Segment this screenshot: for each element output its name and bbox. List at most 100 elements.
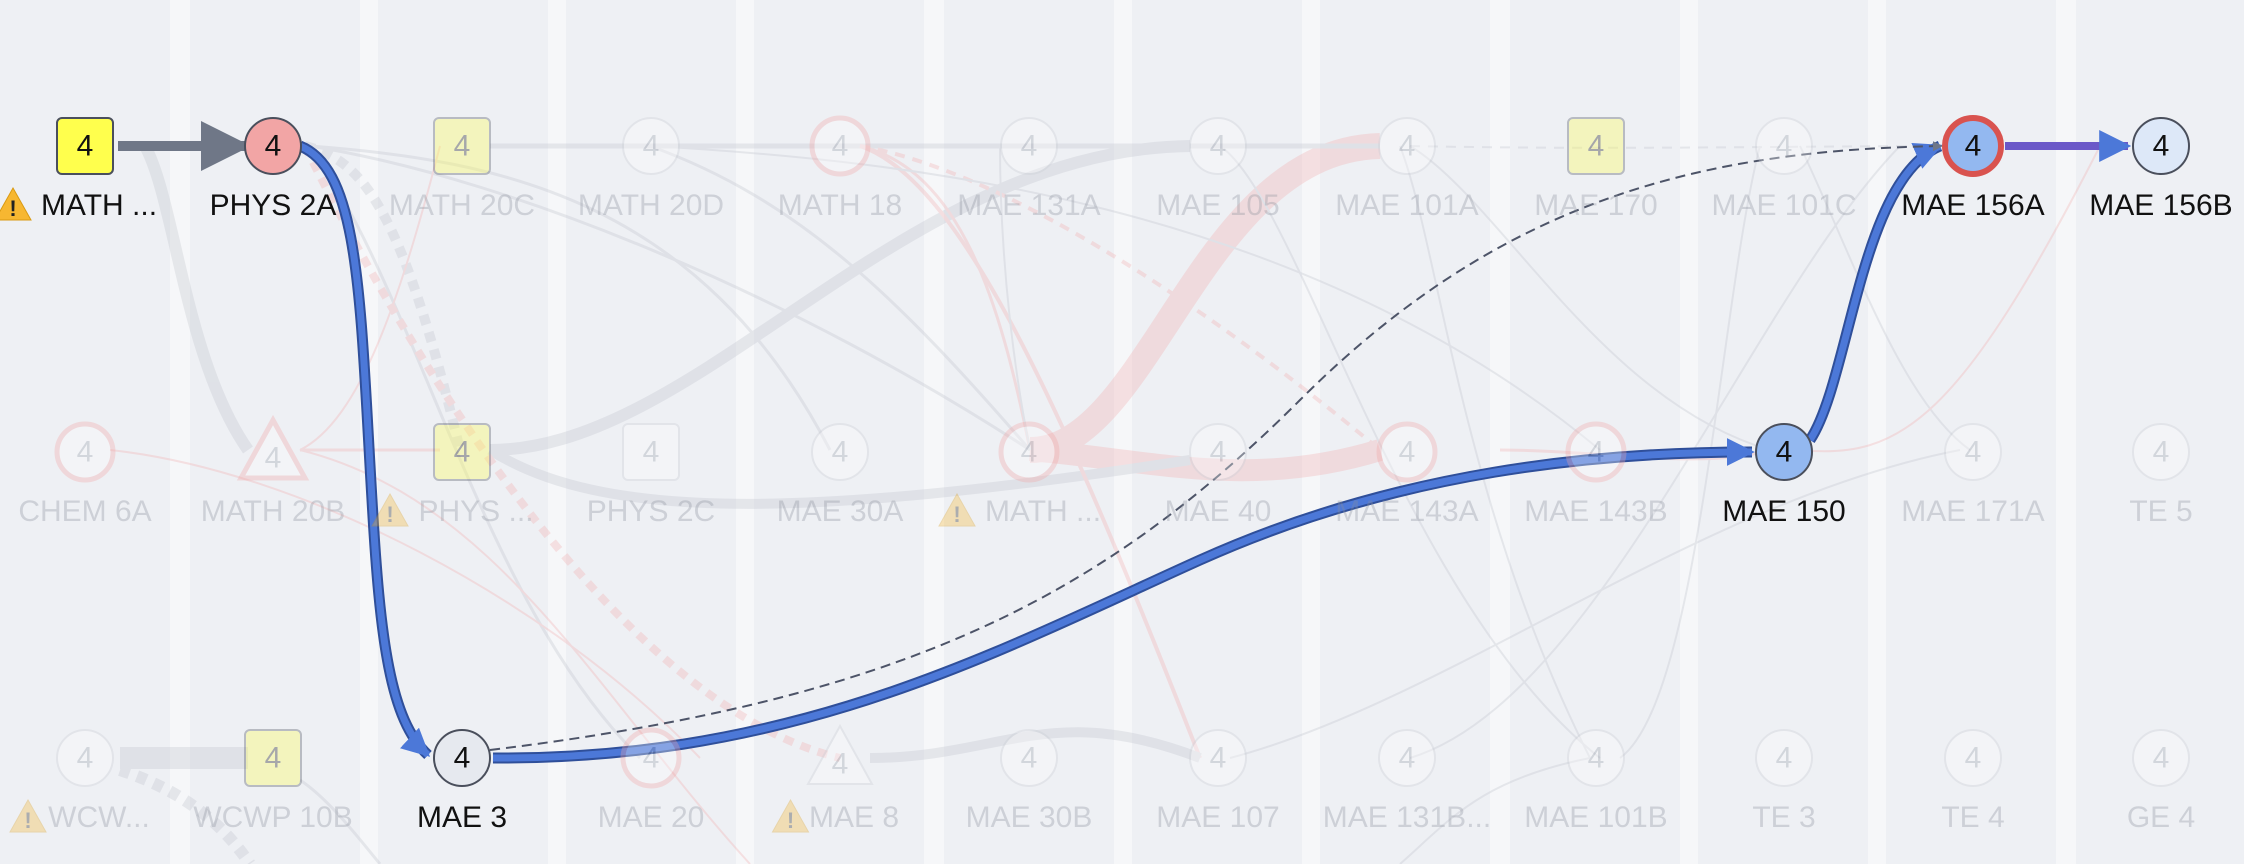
course-node-mae40[interactable]: 4 MAE 40 — [1165, 423, 1272, 528]
node-circle-shape — [1944, 423, 2002, 481]
warning-icon: ! — [371, 492, 409, 527]
course-node-mae107[interactable]: 4 MAE 107 — [1156, 729, 1280, 834]
course-node-math20e[interactable]: 4 MATH ...! — [938, 421, 1101, 528]
node-square-shape — [56, 117, 114, 175]
node-units: 4 — [1399, 742, 1416, 775]
course-node-mae105[interactable]: 4 MAE 105 — [1156, 117, 1280, 222]
course-node-mae20[interactable]: 4 MAE 20 — [598, 727, 705, 834]
node-label: TE 3 — [1752, 801, 1815, 834]
node-label: PHYS 2A — [210, 189, 337, 222]
node-circle-shape — [1944, 729, 2002, 787]
node-units: 4 — [1776, 742, 1793, 775]
course-node-mae156b[interactable]: 4 MAE 156B — [2089, 117, 2233, 222]
course-node-chem6a[interactable]: 4 CHEM 6A — [18, 421, 152, 528]
node-units: 4 — [1965, 436, 1982, 469]
course-node-phys2a[interactable]: 4 PHYS 2A — [210, 117, 337, 222]
course-node-wcwp10a[interactable]: 4 WCW...! — [9, 729, 150, 834]
course-node-te3[interactable]: 4 TE 3 — [1752, 729, 1816, 834]
svg-text:!: ! — [386, 502, 393, 527]
node-units: 4 — [1588, 742, 1605, 775]
node-label: MAE 30B — [966, 801, 1093, 834]
node-label: MAE 105 — [1156, 189, 1279, 222]
course-node-mae30a[interactable]: 4 MAE 30A — [777, 423, 904, 528]
course-node-math20c[interactable]: 4 MATH 20C — [389, 117, 535, 222]
node-units: 4 — [1776, 436, 1793, 469]
node-units: 4 — [77, 436, 94, 469]
node-units: 4 — [265, 130, 282, 163]
course-node-mae156a[interactable]: 4 MAE 156A — [1901, 115, 2045, 222]
node-label: PHYS ... — [418, 495, 533, 528]
course-node-mae143b[interactable]: 4 MAE 143B — [1524, 421, 1668, 528]
node-circle-shape — [1378, 117, 1436, 175]
course-node-mae101b[interactable]: 4 MAE 101B — [1524, 729, 1668, 834]
node-square-shape — [433, 117, 491, 175]
course-node-mae131a[interactable]: 4 MAE 131A — [957, 117, 1101, 222]
node-circle-shape — [54, 421, 116, 483]
node-units: 4 — [1965, 130, 1982, 163]
node-label: MAE 150 — [1722, 495, 1845, 528]
node-label: MATH ... — [41, 189, 157, 222]
node-square-shape — [244, 729, 302, 787]
course-node-math20d[interactable]: 4 MATH 20D — [578, 117, 724, 222]
course-node-wcwp10b[interactable]: 4 WCWP 10B — [193, 729, 353, 834]
node-label: MAE 101C — [1711, 189, 1856, 222]
svg-text:!: ! — [953, 502, 960, 527]
node-label: MAE 20 — [598, 801, 705, 834]
node-circle-shape — [622, 117, 680, 175]
course-node-ge4[interactable]: 4 GE 4 — [2127, 729, 2195, 834]
node-units: 4 — [643, 436, 660, 469]
node-circle-shape — [1189, 729, 1247, 787]
node-label: MAE 8 — [809, 801, 899, 834]
course-node-mae101c[interactable]: 4 MAE 101C — [1711, 117, 1857, 222]
node-units: 4 — [1965, 742, 1982, 775]
course-node-phys2b[interactable]: 4 PHYS ...! — [371, 423, 534, 528]
node-label: TE 4 — [1941, 801, 2004, 834]
course-node-te5[interactable]: 4 TE 5 — [2129, 423, 2193, 528]
node-units: 4 — [77, 130, 94, 163]
node-circle-shape — [809, 115, 871, 177]
node-circle-shape — [1000, 729, 1058, 787]
course-node-mae131b[interactable]: 4 MAE 131B... — [1323, 729, 1491, 834]
node-label: MAE 170 — [1534, 189, 1657, 222]
course-node-mae3[interactable]: 4 MAE 3 — [417, 729, 507, 834]
node-square-shape — [1567, 117, 1625, 175]
node-circle-shape — [1567, 729, 1625, 787]
node-circle-shape — [1000, 117, 1058, 175]
node-units: 4 — [1021, 130, 1038, 163]
course-node-mae170[interactable]: 4 MAE 170 — [1534, 117, 1658, 222]
course-node-mae8[interactable]: 4 MAE 8! — [771, 723, 900, 834]
warning-icon: ! — [0, 186, 32, 221]
warning-icon: ! — [9, 798, 47, 833]
course-node-mae30b[interactable]: 4 MAE 30B — [966, 729, 1093, 834]
course-node-te4[interactable]: 4 TE 4 — [1941, 729, 2005, 834]
svg-text:!: ! — [24, 808, 31, 833]
warning-icon: ! — [771, 798, 810, 833]
node-label: MAE 131A — [957, 189, 1100, 222]
course-node-math18[interactable]: 4 MATH 18 — [778, 115, 902, 222]
course-node-phys2c[interactable]: 4 PHYS 2C — [587, 423, 715, 528]
node-label: WCW... — [48, 801, 150, 834]
node-circle-shape — [1189, 117, 1247, 175]
course-node-mae171a[interactable]: 4 MAE 171A — [1901, 423, 2045, 528]
svg-text:!: ! — [787, 808, 794, 833]
course-node-mae143a[interactable]: 4 MAE 143A — [1335, 421, 1479, 528]
node-label: TE 5 — [2129, 495, 2192, 528]
node-circle-shape — [620, 727, 682, 789]
course-node-mae101a[interactable]: 4 MAE 101A — [1335, 117, 1479, 222]
node-units: 4 — [265, 442, 282, 475]
node-label: MATH ... — [985, 495, 1101, 528]
node-square-shape — [622, 423, 680, 481]
node-units: 4 — [2153, 130, 2170, 163]
node-square-shape — [433, 423, 491, 481]
node-units: 4 — [454, 436, 471, 469]
node-units: 4 — [77, 742, 94, 775]
node-circle-shape — [1755, 117, 1813, 175]
course-node-math20a[interactable]: 4 MATH ...! — [0, 117, 157, 222]
course-node-mae150[interactable]: 4 MAE 150 — [1722, 423, 1846, 528]
course-node-math20b[interactable]: 4 MATH 20B — [201, 414, 345, 528]
node-label: MATH 20C — [389, 189, 535, 222]
node-units: 4 — [1588, 130, 1605, 163]
node-circle-shape — [1378, 729, 1436, 787]
node-circle-shape — [1942, 115, 2004, 177]
